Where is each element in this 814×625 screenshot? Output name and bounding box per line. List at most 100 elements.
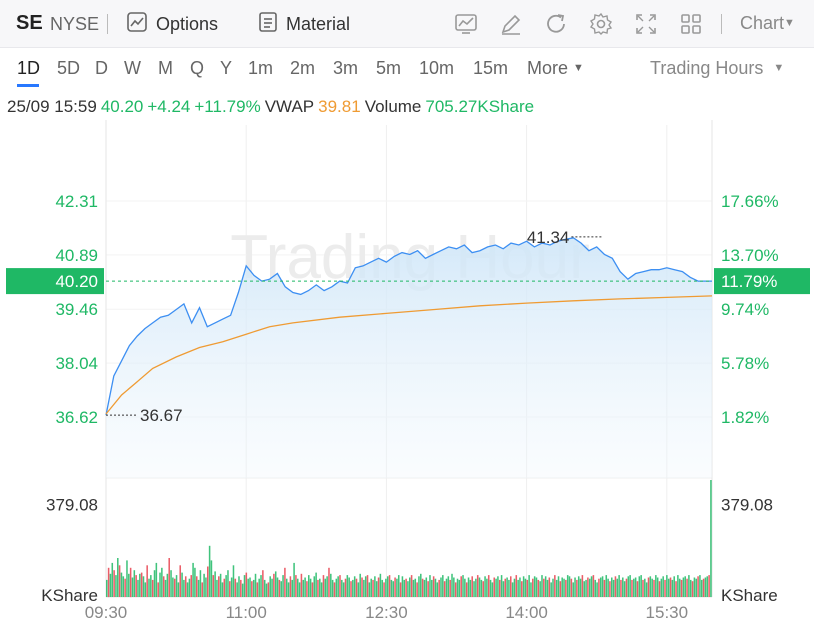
volume-bar: [590, 576, 593, 597]
volume-bar: [594, 579, 597, 597]
volume-bar: [605, 575, 608, 597]
volume-bar: [497, 576, 499, 597]
volume-bar: [172, 577, 174, 597]
volume-bar: [122, 576, 125, 597]
volume-bar: [262, 570, 264, 597]
volume-bar: [451, 573, 453, 597]
volume-bar: [155, 562, 158, 597]
volume-bar: [616, 578, 619, 597]
volume-bar: [168, 558, 170, 597]
volume-bar: [526, 579, 529, 597]
trading-hours-dropdown[interactable]: Trading Hours ▼: [650, 58, 784, 79]
volume-bar: [445, 578, 448, 597]
volume-bar: [640, 575, 642, 597]
volume-bar: [442, 575, 444, 597]
volume-bar: [186, 582, 189, 597]
volume-bar: [464, 578, 466, 597]
options-icon: [126, 11, 148, 38]
period-3m[interactable]: 3m: [333, 58, 359, 78]
volume-bar: [596, 582, 598, 597]
toolbar-divider: [107, 14, 108, 34]
refresh-icon[interactable]: [544, 12, 568, 36]
volume-bar: [412, 579, 415, 597]
volume-bar: [420, 573, 422, 597]
volume-bar: [576, 579, 578, 597]
volume-bar: [601, 576, 604, 597]
volume-bar: [559, 581, 562, 597]
intraday-chart[interactable]: Trading Hour 41.3436.6742.3117.66%40.891…: [0, 120, 814, 625]
grid-layout-icon[interactable]: [679, 12, 703, 36]
top-toolbar: SE NYSE Options Material Chart▼: [0, 0, 814, 48]
volume-bar: [431, 579, 433, 597]
volume-value: 705.27KShare: [425, 97, 535, 116]
period-q[interactable]: Q: [190, 58, 205, 78]
price-line: [105, 237, 712, 416]
period-1m[interactable]: 1m: [248, 58, 274, 78]
draw-pen-icon[interactable]: [499, 12, 523, 36]
volume-bar: [218, 576, 220, 597]
volume-bar: [344, 578, 347, 597]
volume-bar: [234, 578, 237, 597]
volume-bar: [550, 582, 552, 597]
period-5m[interactable]: 5m: [376, 58, 402, 78]
volume-bar: [350, 581, 352, 597]
volume-bar: [106, 579, 108, 597]
volume-bar: [570, 578, 573, 597]
volume-bar: [574, 577, 576, 597]
volume-bar: [359, 573, 361, 597]
volume-bar: [115, 575, 117, 597]
material-button[interactable]: Material: [258, 10, 350, 38]
ticker-symbol: SE: [16, 12, 43, 34]
volume-bar: [137, 579, 139, 597]
y-tick-label-left: 36.62: [55, 408, 98, 427]
volume-bar: [653, 579, 655, 597]
volume-bar: [579, 578, 582, 597]
volume-bar: [183, 579, 185, 597]
fullscreen-icon[interactable]: [634, 12, 658, 36]
period-m[interactable]: M: [158, 58, 173, 78]
volume-bar: [241, 583, 244, 597]
volume-bar: [322, 575, 325, 597]
period-15m[interactable]: 15m: [473, 58, 509, 78]
volume-bar: [177, 582, 180, 597]
period-w[interactable]: W: [124, 58, 141, 78]
volume-bar: [612, 579, 615, 597]
volume-bar: [260, 575, 262, 597]
volume-bar: [631, 579, 633, 597]
vwap-value: 39.81: [318, 97, 361, 116]
volume-bar: [111, 562, 114, 597]
volume-bar: [276, 577, 279, 597]
exchange-label: NYSE: [50, 14, 100, 34]
volume-bar: [603, 579, 606, 597]
volume-bar: [298, 582, 301, 597]
volume-bar: [487, 575, 490, 597]
vwap-line: [105, 295, 713, 415]
volume-bar: [440, 577, 442, 597]
volume-bar: [458, 579, 461, 597]
indicator-icon[interactable]: [454, 12, 478, 36]
volume-bar: [265, 583, 268, 597]
intraday-chart-svg: Trading Hour 41.3436.6742.3117.66%40.891…: [6, 120, 810, 622]
volume-bar: [508, 579, 510, 597]
volume-bar: [308, 575, 310, 597]
period-10m[interactable]: 10m: [419, 58, 455, 78]
more-periods-dropdown[interactable]: More ▼: [527, 58, 584, 79]
volume-bar: [401, 576, 404, 597]
volume-bar: [478, 577, 481, 597]
period-2m[interactable]: 2m: [290, 58, 316, 78]
volume-bar: [335, 578, 338, 597]
chart-type-dropdown[interactable]: Chart▼: [740, 13, 795, 34]
period-d[interactable]: D: [95, 58, 108, 78]
gear-icon[interactable]: [589, 12, 613, 36]
volume-bar: [438, 579, 440, 597]
options-label: Options: [156, 13, 219, 34]
y-tick-label-right: 13.70%: [721, 246, 779, 265]
period-y[interactable]: Y: [220, 58, 233, 78]
period-5d[interactable]: 5D: [57, 58, 81, 78]
volume-bar: [348, 577, 350, 597]
period-1d[interactable]: 1D: [17, 58, 41, 78]
volume-bar: [381, 579, 383, 597]
volume-bar: [511, 582, 514, 597]
volume-bar: [465, 582, 468, 597]
options-button[interactable]: Options: [126, 10, 218, 38]
